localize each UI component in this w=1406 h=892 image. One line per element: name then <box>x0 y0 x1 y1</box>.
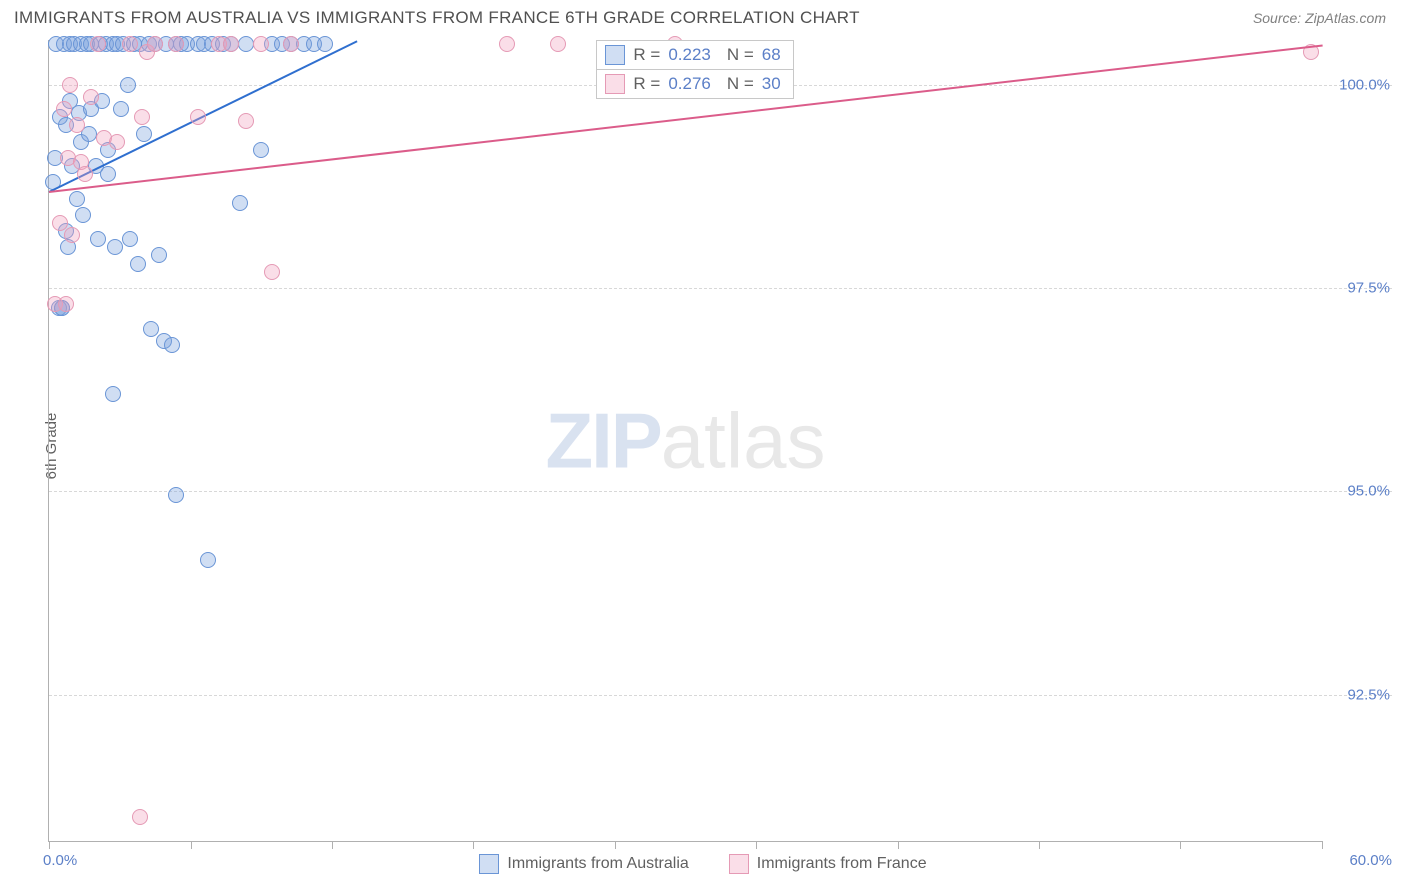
series-b-swatch <box>605 74 625 94</box>
stats-row-a: R = 0.223 N = 68 <box>597 41 792 70</box>
legend-label-b: Immigrants from France <box>757 855 927 873</box>
legend-item-b: Immigrants from France <box>729 854 927 874</box>
data-point <box>253 36 269 52</box>
data-point <box>64 227 80 243</box>
data-point <box>69 191 85 207</box>
y-tick-label: 100.0% <box>1339 76 1390 93</box>
x-tick <box>1180 841 1181 849</box>
x-tick <box>615 841 616 849</box>
data-point <box>168 36 184 52</box>
header: IMMIGRANTS FROM AUSTRALIA VS IMMIGRANTS … <box>0 0 1406 32</box>
gridline <box>49 288 1392 289</box>
stat-label: R = <box>633 74 660 94</box>
data-point <box>238 113 254 129</box>
data-point <box>317 36 333 52</box>
watermark: ZIPatlas <box>545 395 825 486</box>
data-point <box>122 36 138 52</box>
data-point <box>113 101 129 117</box>
data-point <box>52 215 68 231</box>
x-tick <box>473 841 474 849</box>
x-tick <box>1322 841 1323 849</box>
data-point <box>550 36 566 52</box>
data-point <box>190 109 206 125</box>
stat-label: N = <box>727 45 754 65</box>
legend: Immigrants from Australia Immigrants fro… <box>0 854 1406 874</box>
source-name: ZipAtlas.com <box>1305 10 1386 26</box>
series-a-swatch <box>605 45 625 65</box>
data-point <box>147 36 163 52</box>
data-point <box>69 117 85 133</box>
data-point <box>107 239 123 255</box>
stat-n-b: 30 <box>762 74 781 94</box>
data-point <box>200 552 216 568</box>
watermark-zip: ZIP <box>545 396 660 484</box>
series-a-swatch <box>479 854 499 874</box>
data-point <box>143 321 159 337</box>
stats-box: R = 0.223 N = 68 R = 0.276 N = 30 <box>596 40 793 99</box>
stat-label: N = <box>727 74 754 94</box>
data-point <box>151 247 167 263</box>
chart-container: ZIPatlas 0.0% 60.0% 100.0%97.5%95.0%92.5… <box>48 40 1392 842</box>
data-point <box>130 256 146 272</box>
data-point <box>100 166 116 182</box>
data-point <box>136 126 152 142</box>
data-point <box>232 195 248 211</box>
data-point <box>499 36 515 52</box>
plot-area: ZIPatlas 0.0% 60.0% 100.0%97.5%95.0%92.5… <box>48 40 1322 842</box>
source-prefix: Source: <box>1253 10 1305 26</box>
stat-r-b: 0.276 <box>668 74 711 94</box>
x-tick <box>1039 841 1040 849</box>
legend-label-a: Immigrants from Australia <box>507 855 688 873</box>
data-point <box>168 487 184 503</box>
x-tick <box>191 841 192 849</box>
stat-label: R = <box>633 45 660 65</box>
y-tick-label: 97.5% <box>1347 280 1390 297</box>
data-point <box>283 36 299 52</box>
data-point <box>56 101 72 117</box>
watermark-atlas: atlas <box>661 396 826 484</box>
data-point <box>223 36 239 52</box>
data-point <box>75 207 91 223</box>
data-point <box>90 36 106 52</box>
data-point <box>83 89 99 105</box>
data-point <box>238 36 254 52</box>
data-point <box>164 337 180 353</box>
data-point <box>122 231 138 247</box>
stats-row-b: R = 0.276 N = 30 <box>597 70 792 98</box>
data-point <box>132 809 148 825</box>
y-tick-label: 95.0% <box>1347 483 1390 500</box>
gridline <box>49 491 1392 492</box>
stat-n-a: 68 <box>762 45 781 65</box>
x-tick <box>756 841 757 849</box>
data-point <box>253 142 269 158</box>
x-tick <box>898 841 899 849</box>
gridline <box>49 695 1392 696</box>
series-b-swatch <box>729 854 749 874</box>
legend-item-a: Immigrants from Australia <box>479 854 688 874</box>
chart-title: IMMIGRANTS FROM AUSTRALIA VS IMMIGRANTS … <box>14 8 860 28</box>
data-point <box>58 296 74 312</box>
data-point <box>109 134 125 150</box>
x-tick <box>332 841 333 849</box>
data-point <box>134 109 150 125</box>
stat-r-a: 0.223 <box>668 45 711 65</box>
data-point <box>105 386 121 402</box>
source-attribution: Source: ZipAtlas.com <box>1253 10 1386 26</box>
data-point <box>62 77 78 93</box>
data-point <box>120 77 136 93</box>
data-point <box>264 264 280 280</box>
data-point <box>90 231 106 247</box>
data-point <box>77 166 93 182</box>
y-tick-label: 92.5% <box>1347 686 1390 703</box>
x-tick <box>49 841 50 849</box>
